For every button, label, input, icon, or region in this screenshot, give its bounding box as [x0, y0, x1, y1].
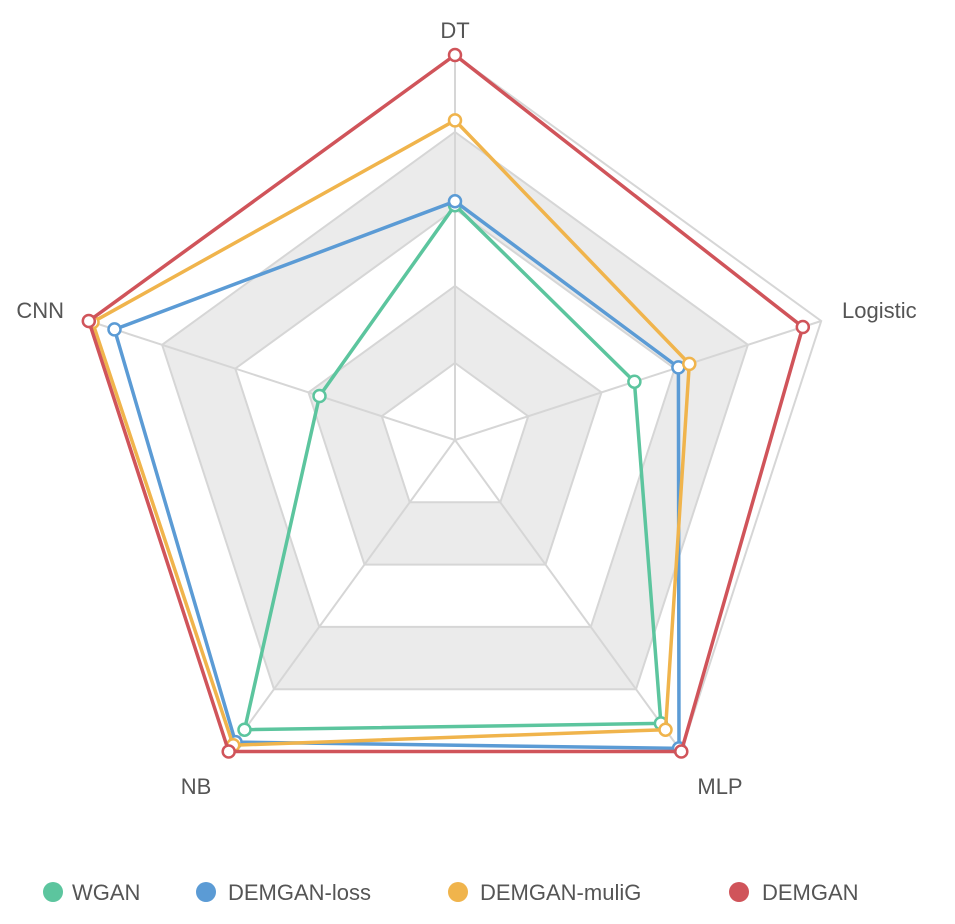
data-point-demgan-nb[interactable]	[221, 744, 236, 759]
series-layer	[81, 47, 811, 759]
data-point-wgan-cnn[interactable]	[312, 388, 327, 404]
legend-item-demgan-loss[interactable]: DEMGAN-loss	[196, 880, 371, 905]
axis-label-logistic: Logistic	[842, 298, 917, 323]
legend-item-demgan[interactable]: DEMGAN	[729, 880, 859, 905]
data-point-wgan-logistic[interactable]	[627, 374, 642, 389]
data-point-demgan-mulig-mlp[interactable]	[658, 722, 673, 737]
axis-label-dt: DT	[440, 18, 469, 43]
legend-swatch-demgan-loss	[196, 882, 216, 902]
axis-spoke-cnn	[88, 320, 456, 441]
data-point-demgan-dt[interactable]	[447, 47, 463, 63]
data-point-demgan-loss-cnn[interactable]	[107, 322, 122, 337]
legend-swatch-demgan-mulig	[448, 882, 468, 902]
data-point-demgan-mulig-logistic[interactable]	[682, 356, 697, 372]
data-point-wgan-nb[interactable]	[237, 722, 252, 737]
legend-label-wgan: WGAN	[72, 880, 140, 905]
data-point-demgan-loss-dt[interactable]	[447, 194, 463, 209]
series-line-demgan-mulig	[90, 118, 692, 747]
axis-label-cnn: CNN	[16, 298, 64, 323]
legend-item-demgan-mulig[interactable]: DEMGAN-muliG	[448, 880, 641, 905]
data-point-demgan-mlp[interactable]	[674, 744, 689, 759]
data-point-demgan-cnn[interactable]	[81, 313, 97, 329]
data-point-demgan-logistic[interactable]	[795, 319, 811, 335]
legend-swatch-demgan	[729, 882, 749, 902]
axis-spoke-mlp	[454, 439, 683, 753]
series-line-demgan-loss	[112, 199, 681, 751]
series-line-demgan	[87, 53, 805, 754]
axis-label-mlp: MLP	[697, 774, 742, 799]
legend-label-demgan-loss: DEMGAN-loss	[228, 880, 371, 905]
legend-label-demgan: DEMGAN	[762, 880, 859, 905]
axis-label-nb: NB	[181, 774, 212, 799]
legend-swatch-wgan	[43, 882, 63, 902]
axis-labels: DT Logistic MLP NB CNN	[16, 18, 916, 799]
data-point-demgan-mulig-dt[interactable]	[447, 113, 463, 128]
axis-spoke-nb	[227, 439, 456, 753]
series-demgan	[81, 47, 811, 759]
legend-item-wgan[interactable]: WGAN	[43, 880, 140, 905]
series-wgan	[237, 197, 669, 737]
series-line-wgan	[242, 203, 663, 732]
legend: WGAN DEMGAN-loss DEMGAN-muliG DEMGAN	[43, 880, 859, 905]
legend-label-demgan-mulig: DEMGAN-muliG	[480, 880, 641, 905]
